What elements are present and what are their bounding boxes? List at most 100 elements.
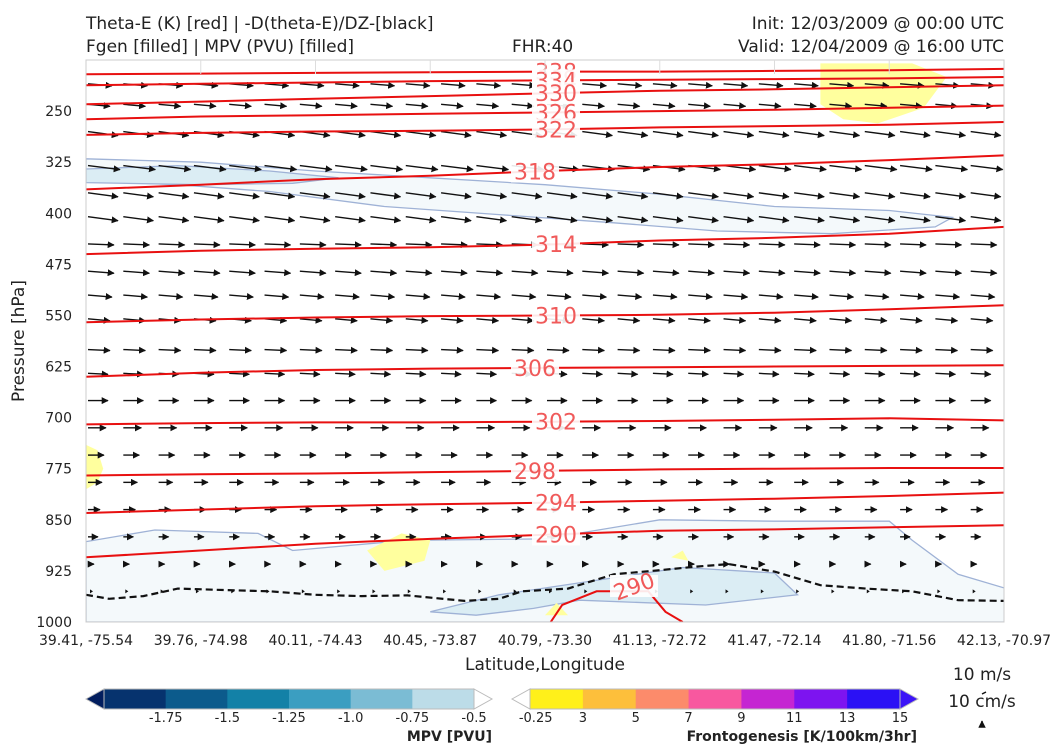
wind-arrow-4-23 [899,192,931,200]
wind-arrow-5-5 [264,215,296,224]
stability-contour-dashed [86,562,1004,603]
theta-e-label-bg-5 [511,160,559,183]
wind-arrow-0-15 [617,81,643,89]
wind-arrow-9-25 [970,316,994,324]
wind-arrow-8-25 [970,293,996,300]
mpv-colorbar-frame [103,688,475,710]
mpv-colorbar-cell-3 [227,689,290,709]
wind-arrow-10-2 [158,346,182,354]
wind-arrow-8-3 [193,293,219,300]
wind-arrow-10-18 [723,346,747,354]
wind-arrow-0-22 [864,81,890,89]
wind-arrow-2-10 [440,130,472,139]
x-tick-label-7: 41.80, -71.56 [842,633,936,649]
wind-arrow-9-8 [370,316,394,324]
wind-arrow-9-16 [652,316,676,324]
y-tick-label-775: 775 [45,462,72,478]
wind-arrow-10-3 [193,346,217,354]
wind-arrow-8-15 [617,293,643,300]
fgen-colorbar-tick-2: 7 [684,711,692,726]
wind-arrow-8-17 [688,293,713,300]
wind-arrow-19-21 [831,589,835,594]
wind-arrow-10-0 [87,346,111,354]
chart-title-line1: Theta-E (K) [red] | -D(theta-E)/DZ-[blac… [86,14,434,34]
wind-arrow-3-19 [758,164,792,173]
wind-arrow-0-10 [441,81,466,89]
fgen-colorbar-tick-4: 11 [786,711,803,726]
mpv-colorbar-extend-low [84,688,105,710]
wind-arrow-10-17 [688,346,711,354]
wind-arrow-3-21 [829,164,863,173]
wind-arrow-11-5 [264,370,286,378]
wind-arrow-5-1 [123,215,155,224]
mpv-colorbar-cell-1 [104,689,167,709]
wind-arrow-0-16 [652,81,678,89]
wind-arrow-7-13 [546,269,574,277]
wind-arrow-10-24 [935,346,959,354]
wind-arrow-4-11 [476,192,508,200]
wind-arrow-4-6 [299,192,331,200]
wind-arrow-10-12 [511,346,535,354]
wind-arrow-7-19 [758,269,786,277]
wind-arrow-6-21 [829,241,857,249]
wind-arrow-3-24 [935,164,969,173]
wind-arrow-11-17 [688,370,709,378]
theta-e-label-group-11: 294 [532,491,580,517]
wind-arrow-8-19 [758,293,784,300]
y-axis-label: Pressure [hPa] [9,280,29,402]
wind-arrow-1-17 [688,102,711,110]
wind-arrow-4-24 [935,192,967,200]
wind-arrow-10-16 [652,346,676,354]
y-tick-label-1000: 1000 [36,615,72,631]
wind-arrow-8-23 [900,293,925,300]
wind-arrow-8-9 [405,293,431,300]
wind-arrow-19-6 [301,589,305,594]
wind-arrow-7-23 [900,269,927,277]
wind-arrow-3-4 [229,164,262,173]
wind-arrow-11-11 [476,370,498,378]
y-tick-label-625: 625 [45,360,72,376]
wind-arrow-8-5 [264,293,290,300]
wind-arrow-3-3 [193,164,227,173]
wind-arrow-5-18 [723,215,755,224]
theta-e-label-group-8: 306 [511,356,559,382]
theta-e-label-bg-4 [532,118,580,141]
theta-e-label-bg-8 [511,356,559,379]
wind-arrow-5-22 [864,215,896,224]
wind-arrow-5-16 [652,215,684,224]
wind-arrow-7-1 [123,269,151,277]
wind-arrow-0-9 [405,81,431,89]
wind-arrow-5-8 [370,215,402,224]
wind-arrow-7-16 [652,269,680,277]
frontogenesis-colorbar: 3 5 7 9 11 13 15 [510,688,920,726]
theta-e-label-group-4: 322 [532,118,580,143]
fgen-colorbar-cell-1 [530,689,584,709]
wind-arrow-1-20 [794,102,817,110]
wind-arrow-1-3 [193,102,217,110]
wind-arrow-8-18 [723,293,749,300]
fgen-colorbar-cell-6 [794,689,848,709]
fgen-colorbar-extend-low [510,688,531,710]
wind-arrow-11-15 [617,370,639,378]
y-tick-labels: 250 325 400 475 550 625 700 775 850 925 1000 [36,104,72,631]
wind-arrow-2-23 [899,130,931,139]
wind-arrow-4-13 [546,192,578,200]
wind-arrow-4-5 [264,192,296,200]
wind-arrow-19-25 [972,589,976,594]
wind-arrow-5-20 [794,215,825,224]
wind-arrow-7-5 [264,269,292,277]
wind-arrow-6-22 [864,241,892,249]
wind-arrow-4-14 [582,192,614,200]
wind-arrow-4-16 [652,192,684,200]
wind-arrow-10-22 [864,346,888,354]
wind-arrow-1-2 [158,102,182,110]
theta-e-label-bg-7 [532,304,580,327]
wind-arrow-19-12 [513,589,517,594]
wind-arrow-8-14 [582,293,608,300]
wind-arrow-10-25 [970,346,994,354]
wind-arrow-3-8 [370,164,404,173]
wind-arrow-0-5 [264,81,290,89]
wind-arrow-6-4 [229,241,256,249]
wind-arrow-2-22 [864,130,896,139]
